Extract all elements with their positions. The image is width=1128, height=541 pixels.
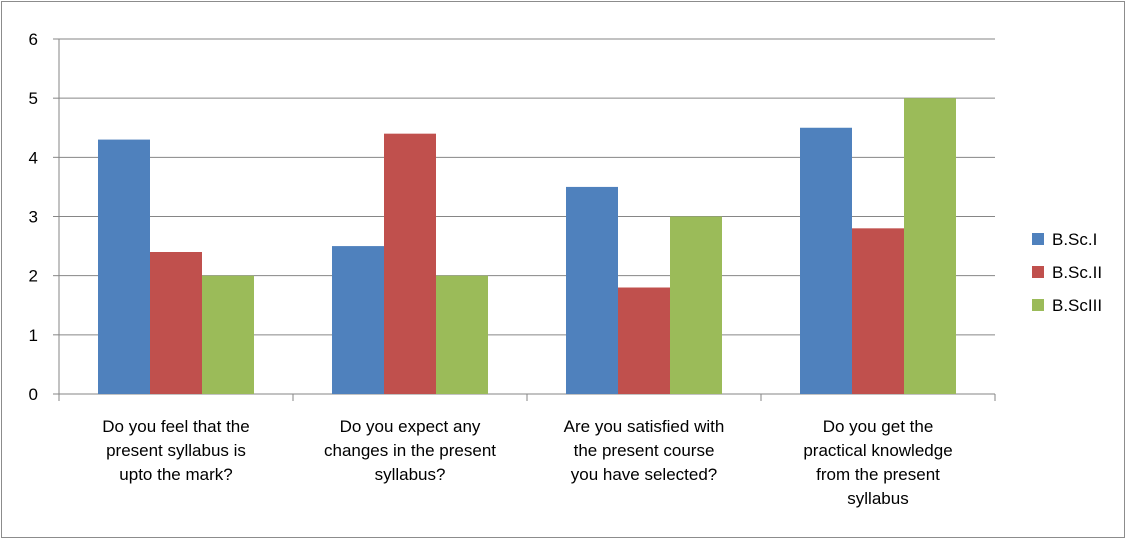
legend-label: B.ScIII (1052, 296, 1102, 315)
bar (852, 228, 904, 394)
x-category-label: from the present (816, 465, 940, 484)
x-category-label: practical knowledge (803, 441, 952, 460)
bar (618, 287, 670, 394)
y-tick-label: 5 (29, 89, 38, 108)
y-tick-label: 1 (29, 326, 38, 345)
legend-swatch (1032, 233, 1044, 245)
legend-swatch (1032, 299, 1044, 311)
bar (800, 127, 852, 394)
legend-label: B.Sc.I (1052, 230, 1097, 249)
x-category-label: changes in the present (324, 441, 496, 460)
bar (670, 216, 722, 394)
x-category-label: present syllabus is (106, 441, 246, 460)
x-category-label: Are you satisfied with (564, 417, 725, 436)
bar (332, 246, 384, 394)
x-category-label: Do you feel that the (102, 417, 249, 436)
bar (98, 139, 150, 394)
y-tick-label: 6 (29, 30, 38, 49)
bar (202, 275, 254, 394)
legend-label: B.Sc.II (1052, 263, 1102, 282)
y-tick-label: 4 (29, 148, 38, 167)
x-category-label: Do you get the (823, 417, 934, 436)
x-category-label: syllabus (847, 489, 908, 508)
legend-swatch (1032, 266, 1044, 278)
bar (384, 133, 436, 394)
bar (436, 275, 488, 394)
x-category-label: upto the mark? (119, 465, 232, 484)
y-tick-label: 3 (29, 208, 38, 227)
y-tick-label: 2 (29, 267, 38, 286)
x-category-label: the present course (574, 441, 715, 460)
bar (566, 186, 618, 394)
x-category-label: you have selected? (571, 465, 718, 484)
x-category-label: Do you expect any (340, 417, 481, 436)
bar (150, 252, 202, 394)
bar (904, 98, 956, 395)
x-category-label: syllabus? (375, 465, 446, 484)
y-tick-label: 0 (29, 385, 38, 404)
